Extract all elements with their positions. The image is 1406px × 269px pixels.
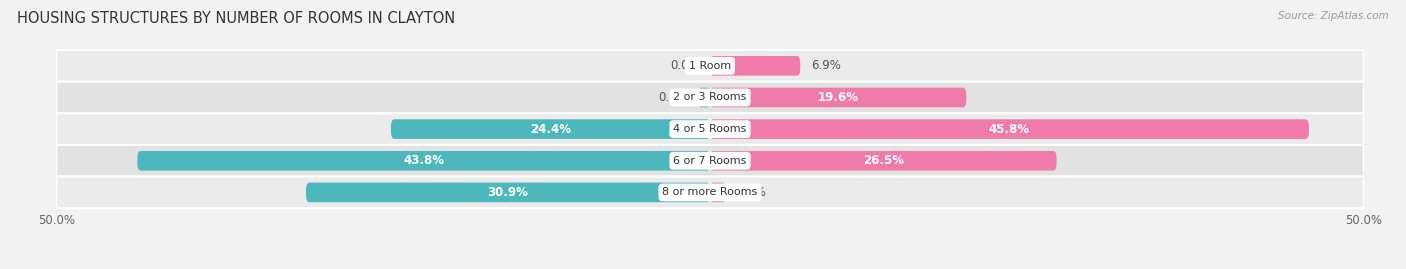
FancyBboxPatch shape [699,88,710,107]
FancyBboxPatch shape [710,119,1309,139]
FancyBboxPatch shape [138,151,710,171]
Text: Source: ZipAtlas.com: Source: ZipAtlas.com [1278,11,1389,21]
Text: 19.6%: 19.6% [818,91,859,104]
FancyBboxPatch shape [56,176,1364,208]
Text: 0.0%: 0.0% [669,59,700,72]
Text: 6 or 7 Rooms: 6 or 7 Rooms [673,156,747,166]
Text: 1.2%: 1.2% [737,186,766,199]
Text: 6.9%: 6.9% [811,59,841,72]
FancyBboxPatch shape [391,119,710,139]
Legend: Owner-occupied, Renter-occupied: Owner-occupied, Renter-occupied [579,266,841,269]
Text: HOUSING STRUCTURES BY NUMBER OF ROOMS IN CLAYTON: HOUSING STRUCTURES BY NUMBER OF ROOMS IN… [17,11,456,26]
Text: 8 or more Rooms: 8 or more Rooms [662,187,758,197]
Text: 26.5%: 26.5% [863,154,904,167]
FancyBboxPatch shape [710,183,725,202]
Text: 4 or 5 Rooms: 4 or 5 Rooms [673,124,747,134]
Text: 2 or 3 Rooms: 2 or 3 Rooms [673,93,747,102]
FancyBboxPatch shape [56,82,1364,113]
FancyBboxPatch shape [56,145,1364,176]
FancyBboxPatch shape [710,151,1056,171]
FancyBboxPatch shape [710,56,800,76]
FancyBboxPatch shape [56,50,1364,82]
FancyBboxPatch shape [307,183,710,202]
Text: 0.9%: 0.9% [658,91,688,104]
Text: 1 Room: 1 Room [689,61,731,71]
Text: 30.9%: 30.9% [488,186,529,199]
FancyBboxPatch shape [710,88,966,107]
FancyBboxPatch shape [56,113,1364,145]
Text: 45.8%: 45.8% [988,123,1031,136]
Text: 43.8%: 43.8% [404,154,444,167]
Text: 24.4%: 24.4% [530,123,571,136]
